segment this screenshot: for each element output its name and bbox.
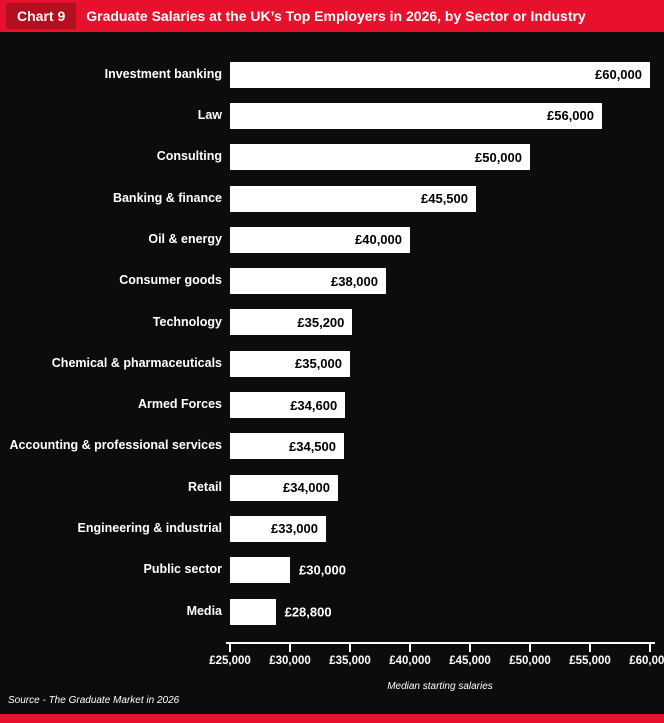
- category-label: Media: [186, 603, 222, 618]
- source-note: Source - The Graduate Market in 2026: [8, 695, 180, 706]
- value-label: £33,000: [271, 521, 318, 537]
- axis-tick: [289, 644, 291, 652]
- category-label: Law: [197, 108, 222, 123]
- bar: £45,500: [230, 185, 476, 212]
- category-label: Retail: [187, 479, 222, 494]
- axis-tick-label: £40,000: [389, 655, 431, 667]
- bar: £40,000: [230, 226, 410, 253]
- value-label: £30,000: [299, 562, 346, 578]
- value-label: £60,000: [595, 67, 642, 83]
- axis-tick: [409, 644, 411, 652]
- bar-area: £35,000: [230, 350, 650, 377]
- bar-row: Technology £35,200: [0, 302, 650, 343]
- bar: £50,000: [230, 144, 530, 171]
- category-label: Consulting: [156, 149, 222, 164]
- footer-strip: [0, 714, 664, 723]
- value-label: £56,000: [547, 108, 594, 124]
- axis-tick: [589, 644, 591, 652]
- bar: £34,600: [230, 392, 346, 419]
- category-label: Banking & finance: [112, 190, 222, 205]
- bar-row: Engineering & industrial £33,000: [0, 508, 650, 549]
- axis-tick: [229, 644, 231, 652]
- axis-tick: [469, 644, 471, 652]
- bar-area: £45,500: [230, 185, 650, 212]
- value-label: £45,500: [421, 191, 468, 207]
- bar-row: Public sector £30,000: [0, 550, 650, 591]
- bar-row: Retail £34,000: [0, 467, 650, 508]
- bar-row: Armed Forces £34,600: [0, 384, 650, 425]
- value-label: £35,200: [297, 314, 345, 330]
- bar: [230, 557, 290, 584]
- value-label: £34,600: [290, 397, 338, 413]
- axis-tick-label: £30,000: [269, 655, 311, 667]
- x-axis: £25,000 £30,000 £35,000 £40,000 £45,000 £50,0…: [209, 642, 664, 682]
- bar-area: £56,000: [230, 102, 650, 129]
- bar: £34,000: [230, 474, 338, 501]
- x-axis-line: [226, 642, 655, 644]
- axis-tick-label: £50,000: [509, 655, 551, 667]
- bar-row: Consumer goods £38,000: [0, 260, 650, 301]
- value-label: £28,800: [284, 604, 332, 619]
- axis-tick: [649, 644, 651, 652]
- category-label: Public sector: [143, 562, 223, 577]
- chart-number-tag: Chart 9: [6, 3, 77, 29]
- bar-row: Law £56,000: [0, 95, 650, 136]
- value-label: £35,000: [295, 356, 342, 372]
- chart-header: Chart 9 Graduate Salaries at the UK’s To…: [0, 0, 664, 32]
- value-label: £38,000: [331, 273, 378, 289]
- bar-area: £35,200: [230, 309, 650, 336]
- category-label: Chemical & pharmaceuticals: [51, 355, 222, 370]
- bar-row: Consulting £50,000: [0, 137, 650, 178]
- category-label: Armed Forces: [137, 397, 222, 412]
- bar: [230, 598, 276, 625]
- bar-rows: Investment banking £60,000 Law £56,000 C…: [0, 54, 650, 632]
- value-label: £40,000: [355, 232, 402, 248]
- bar-area: £50,000: [230, 144, 650, 171]
- axis-tick-label: £25,000: [209, 655, 251, 667]
- bar-area: £60,000: [230, 61, 650, 88]
- value-label: £34,000: [283, 480, 330, 496]
- bar-area: £38,000: [230, 268, 650, 295]
- bar: £38,000: [230, 268, 386, 295]
- bar: £35,200: [230, 309, 353, 336]
- axis-tick-label: £55,000: [569, 655, 611, 667]
- bar-row: Accounting & professional services £34,5…: [0, 426, 650, 467]
- bar: £56,000: [230, 102, 602, 129]
- category-label: Accounting & professional services: [9, 438, 222, 453]
- category-label: Consumer goods: [119, 273, 222, 288]
- axis-tick-label: £60,000: [629, 655, 664, 667]
- bar-area: £34,000: [230, 474, 650, 501]
- x-axis-title: Median starting salaries: [387, 681, 493, 692]
- bar-area: £30,000: [230, 557, 650, 584]
- bar: £60,000: [230, 61, 650, 88]
- bar-row: Banking & finance £45,500: [0, 178, 650, 219]
- bar-row: Oil & energy £40,000: [0, 219, 650, 260]
- value-label: £50,000: [475, 149, 522, 165]
- bar: £33,000: [230, 515, 326, 542]
- axis-tick-label: £35,000: [329, 655, 371, 667]
- category-label: Engineering & industrial: [77, 521, 222, 536]
- bar: £35,000: [230, 350, 350, 377]
- bar-area: £34,600: [230, 392, 650, 419]
- bar-area: £28,800: [230, 598, 650, 625]
- bar-row: Investment banking £60,000: [0, 54, 650, 95]
- bar-row: Media £28,800: [0, 591, 650, 632]
- bar-area: £40,000: [230, 226, 650, 253]
- value-label: £34,500: [289, 438, 336, 454]
- category-label: Oil & energy: [148, 231, 222, 246]
- axis-tick: [349, 644, 351, 652]
- bar-row: Chemical & pharmaceuticals £35,000: [0, 343, 650, 384]
- category-label: Investment banking: [104, 66, 222, 81]
- axis-tick-label: £45,000: [449, 655, 491, 667]
- bar: £34,500: [230, 433, 344, 460]
- bar-area: £34,500: [230, 433, 650, 460]
- bar-area: £33,000: [230, 515, 650, 542]
- chart-title: Graduate Salaries at the UK’s Top Employ…: [86, 8, 586, 24]
- category-label: Technology: [152, 314, 222, 329]
- axis-tick: [529, 644, 531, 652]
